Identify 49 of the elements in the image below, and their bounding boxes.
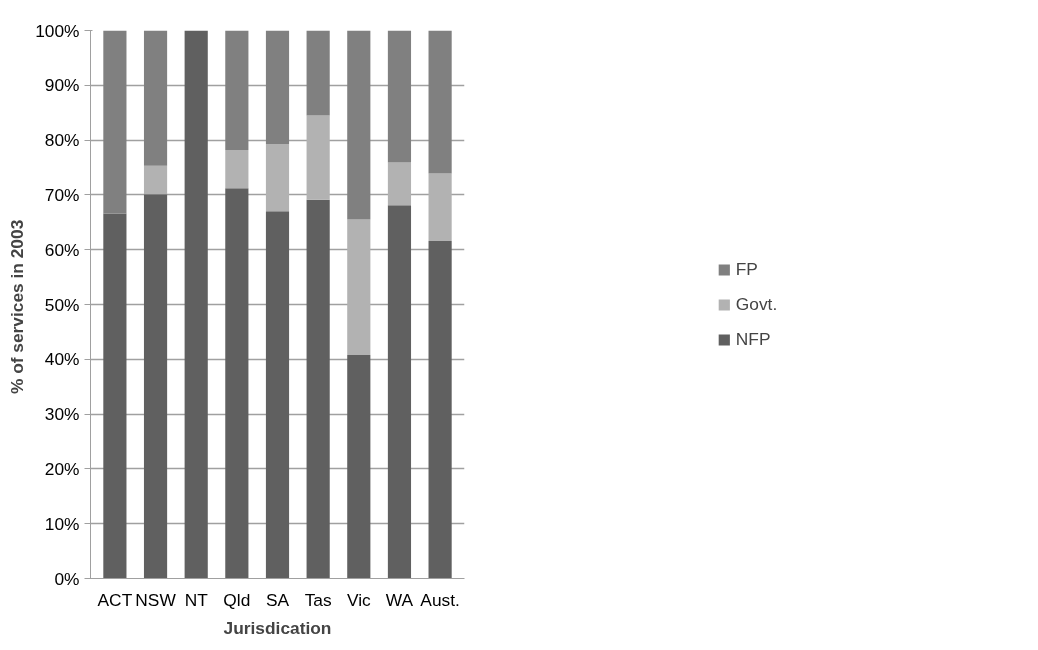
- y-tick-label: 100%: [35, 20, 80, 41]
- x-tick-label: SA: [265, 589, 290, 610]
- bar: [306, 115, 330, 200]
- x-tick-label: Qld: [223, 589, 251, 610]
- y-tick-label: 90%: [44, 75, 80, 96]
- bar: [387, 162, 412, 206]
- bar: [225, 149, 249, 189]
- x-tick-label: NT: [184, 589, 209, 610]
- bar: [143, 165, 168, 195]
- x-tick-label: Tas: [304, 589, 332, 610]
- legend-label: FP: [735, 258, 758, 280]
- x-tick-label: NSW: [135, 589, 177, 610]
- y-tick-label: 50%: [44, 294, 80, 315]
- bar: [306, 199, 330, 579]
- bar: [347, 30, 371, 220]
- legend-label: NFP: [735, 328, 771, 350]
- bar: [387, 205, 412, 579]
- bar: [347, 219, 371, 355]
- bar: [265, 211, 290, 579]
- y-axis-title: % of services in 2003: [7, 219, 28, 395]
- bar: [103, 30, 127, 214]
- bar: [265, 143, 290, 212]
- bar: [143, 30, 168, 166]
- y-tick-label: 0%: [54, 568, 80, 589]
- bar: [103, 213, 127, 579]
- bar: [225, 188, 249, 579]
- bar: [143, 194, 168, 579]
- x-tick-label: WA: [385, 589, 414, 610]
- bar: [428, 173, 452, 241]
- bar: [387, 30, 412, 163]
- bar: [428, 240, 452, 579]
- y-tick-label: 40%: [44, 349, 80, 370]
- legend-label: Govt.: [735, 293, 778, 315]
- y-tick-label: 60%: [44, 239, 80, 260]
- y-tick-label: 30%: [44, 404, 80, 425]
- y-tick-label: 10%: [44, 513, 80, 534]
- x-axis-title: Jurisdication: [223, 617, 332, 638]
- y-tick-label: 20%: [44, 458, 80, 479]
- bar: [225, 30, 249, 150]
- x-tick-label: ACT: [97, 589, 133, 610]
- bar: [184, 30, 208, 579]
- bar: [306, 30, 330, 116]
- bar: [347, 354, 371, 579]
- x-tick-label: Aust.: [420, 589, 460, 610]
- bar: [428, 30, 452, 174]
- bar: [265, 30, 290, 144]
- y-tick-label: 80%: [44, 130, 80, 151]
- x-tick-label: Vic: [346, 589, 372, 610]
- y-tick-label: 70%: [44, 184, 80, 205]
